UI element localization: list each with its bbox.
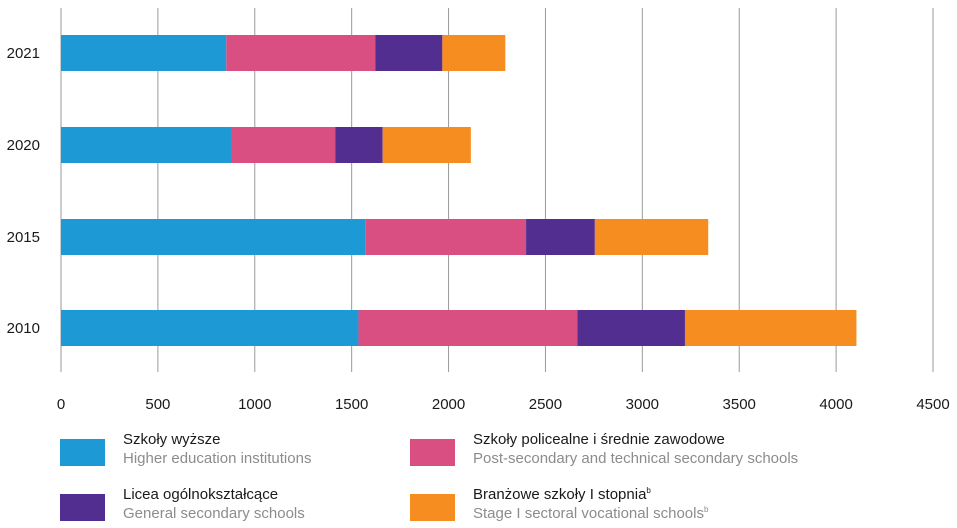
bar-segment	[226, 35, 376, 71]
bar-segment	[577, 310, 685, 346]
bar-segment	[61, 219, 366, 255]
bar-segment	[358, 310, 578, 346]
footnote-marker: b	[703, 505, 709, 514]
legend-item-sectoral-vocational: Branżowe szkoły I stopniab Stage I secto…	[410, 485, 708, 523]
y-tick-label: 2020	[7, 137, 40, 154]
bar-segment	[365, 219, 527, 255]
bar-segment	[231, 127, 336, 163]
x-tick-label: 4500	[916, 396, 949, 413]
legend-swatch	[60, 439, 105, 466]
legend-item-post-secondary: Szkoły policealne i średnie zawodowe Pos…	[410, 430, 798, 468]
legend-swatch	[410, 439, 455, 466]
x-axis-labels: 0 500 1000 1500 2000 2500 3000 3500 4000 4500	[57, 396, 950, 413]
x-tick-label: 500	[145, 396, 170, 413]
legend-label-en: Post-secondary and technical secondary s…	[473, 450, 799, 467]
legend-swatch	[60, 494, 105, 521]
x-tick-label: 1000	[238, 396, 271, 413]
x-tick-label: 4000	[819, 396, 852, 413]
y-tick-label: 2015	[7, 229, 40, 246]
bar-segment	[61, 35, 227, 71]
bar-group	[61, 35, 857, 346]
legend-label-en: General secondary schools	[123, 505, 305, 522]
legend-label-pl: Szkoły policealne i średnie zawodowe	[473, 431, 725, 448]
legend-label-pl: Licea ogólnokształcące	[123, 486, 279, 503]
bar-segment	[61, 310, 359, 346]
x-tick-label: 2500	[529, 396, 562, 413]
x-tick-label: 3500	[723, 396, 756, 413]
stacked-bar-chart: 2021 2020 2015 2010 0 500 1000 1500 2000 2500 300…	[7, 8, 950, 413]
legend-label-en: Stage I sectoral vocational schools	[473, 505, 704, 522]
x-tick-label: 0	[57, 396, 65, 413]
legend-label-pl: Branżowe szkoły I stopnia	[473, 486, 647, 503]
bar-segment	[375, 35, 443, 71]
legend-label-pl: Szkoły wyższe	[123, 431, 221, 448]
bar-segment	[526, 219, 595, 255]
legend-item-higher-education: Szkoły wyższe Higher education instituti…	[60, 430, 311, 468]
y-tick-label: 2010	[7, 320, 40, 337]
legend-swatch	[410, 494, 455, 521]
x-tick-label: 1500	[335, 396, 368, 413]
x-tick-label: 3000	[626, 396, 659, 413]
footnote-marker: b	[646, 486, 651, 495]
legend-label-en: Higher education institutions	[123, 450, 312, 467]
y-tick-label: 2021	[7, 45, 40, 62]
legend-item-general-secondary: Licea ogólnokształcące General secondary…	[60, 485, 305, 523]
bar-segment	[594, 219, 709, 255]
bar-segment	[335, 127, 383, 163]
bar-segment	[382, 127, 471, 163]
bar-segment	[61, 127, 232, 163]
bar-segment	[684, 310, 857, 346]
bar-segment	[442, 35, 506, 71]
y-axis-labels: 2021 2020 2015 2010	[7, 45, 40, 337]
x-tick-label: 2000	[432, 396, 465, 413]
